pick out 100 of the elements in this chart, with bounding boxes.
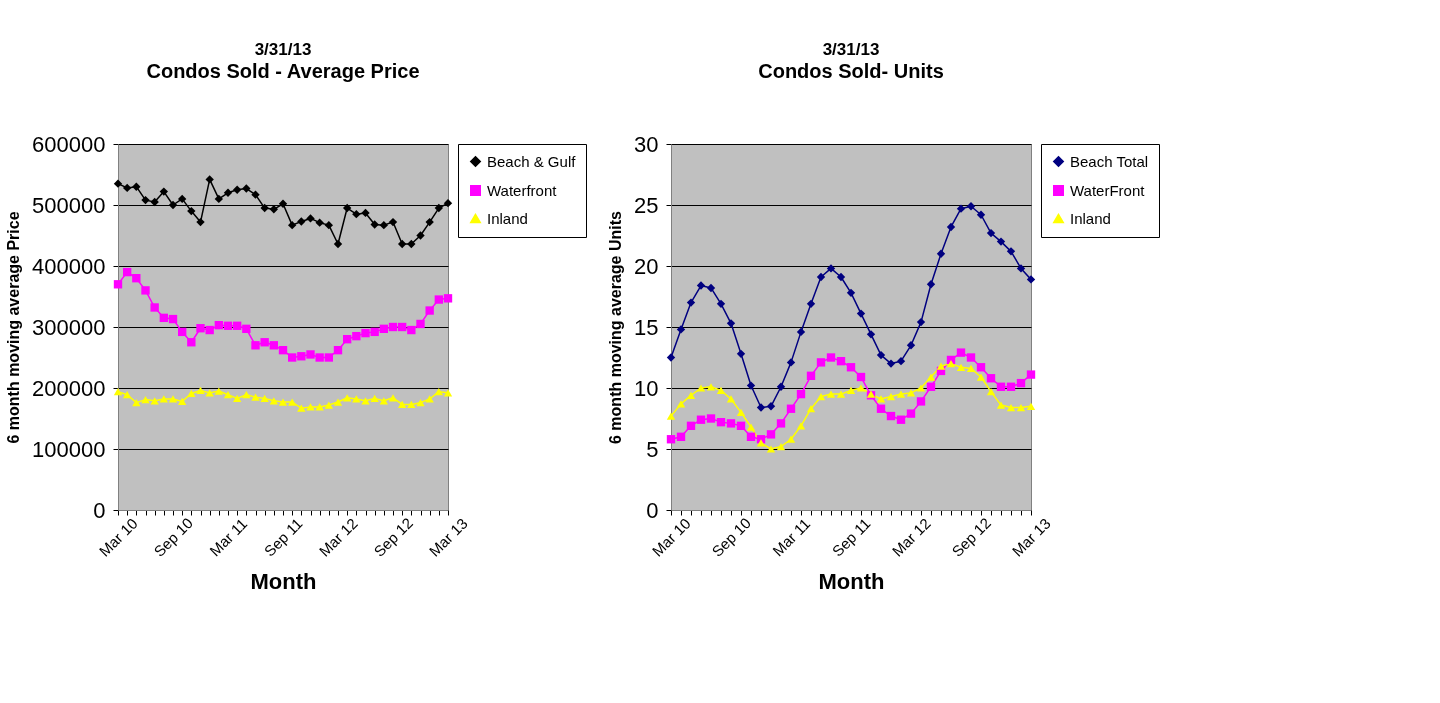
point bbox=[315, 353, 324, 362]
x-tick-label: Sep 10 bbox=[708, 514, 754, 560]
point bbox=[886, 411, 896, 421]
point bbox=[416, 231, 425, 240]
point bbox=[168, 395, 178, 403]
point bbox=[986, 228, 996, 238]
point bbox=[352, 395, 361, 403]
point bbox=[333, 239, 343, 249]
y-tick-label: 5 bbox=[646, 436, 659, 462]
point bbox=[205, 389, 214, 397]
point bbox=[796, 327, 806, 337]
point bbox=[696, 281, 706, 290]
point bbox=[666, 353, 676, 362]
point bbox=[1026, 370, 1036, 379]
legend-label: Inland bbox=[1070, 209, 1111, 227]
y-tick-label: 300000 bbox=[32, 314, 106, 340]
point bbox=[766, 402, 776, 411]
point bbox=[287, 353, 297, 362]
point bbox=[1016, 378, 1026, 388]
x-tick-label: Sep 10 bbox=[150, 514, 196, 560]
point bbox=[696, 384, 706, 392]
point bbox=[1006, 247, 1016, 256]
point bbox=[159, 187, 169, 196]
point bbox=[297, 217, 306, 226]
point bbox=[443, 389, 453, 397]
point bbox=[936, 249, 946, 258]
y-tick-label: 0 bbox=[646, 497, 659, 523]
point bbox=[342, 394, 352, 402]
point bbox=[113, 179, 123, 188]
point bbox=[846, 363, 856, 372]
y-tick-label: 15 bbox=[634, 314, 659, 340]
point bbox=[706, 383, 716, 391]
point bbox=[916, 384, 926, 392]
point bbox=[251, 190, 260, 199]
point bbox=[1026, 402, 1036, 410]
point bbox=[306, 403, 315, 411]
point bbox=[434, 203, 444, 213]
point bbox=[370, 220, 379, 229]
point bbox=[333, 346, 343, 355]
x-axis-title: Month bbox=[818, 568, 885, 594]
point bbox=[836, 356, 846, 366]
point bbox=[686, 391, 696, 399]
point bbox=[361, 397, 370, 405]
legend-label: Inland bbox=[487, 209, 528, 227]
point bbox=[816, 358, 826, 367]
point bbox=[826, 390, 836, 398]
point bbox=[936, 362, 946, 370]
chart-subtitle: Condos Sold- Units bbox=[758, 60, 944, 82]
point bbox=[976, 373, 986, 381]
x-axis-title: Month bbox=[250, 568, 317, 594]
point bbox=[986, 374, 996, 383]
point bbox=[716, 417, 726, 427]
point bbox=[278, 398, 288, 406]
point bbox=[816, 392, 826, 401]
point bbox=[278, 199, 288, 208]
y-axis-title: 6 month moving average Price bbox=[5, 211, 23, 444]
point bbox=[397, 400, 407, 409]
y-tick-label: 0 bbox=[93, 497, 106, 523]
point bbox=[926, 280, 936, 289]
point bbox=[443, 294, 453, 303]
point bbox=[260, 394, 269, 402]
point bbox=[306, 350, 315, 359]
point bbox=[361, 208, 370, 218]
point bbox=[966, 353, 976, 362]
y-tick-label: 400000 bbox=[32, 253, 106, 279]
point bbox=[746, 432, 756, 441]
point bbox=[324, 220, 334, 230]
point bbox=[260, 338, 269, 347]
legend-label: Beach & Gulf bbox=[487, 152, 577, 170]
point bbox=[976, 363, 986, 372]
point bbox=[122, 267, 132, 277]
point bbox=[141, 195, 150, 205]
x-tick-label: Mar 13 bbox=[1008, 514, 1054, 560]
point bbox=[132, 399, 141, 407]
point bbox=[443, 198, 453, 208]
point bbox=[187, 338, 196, 347]
point bbox=[187, 206, 196, 216]
point bbox=[766, 430, 776, 439]
point bbox=[796, 389, 806, 399]
x-tick-label: Mar 12 bbox=[888, 514, 934, 560]
y-tick-label: 200000 bbox=[32, 375, 106, 401]
y-tick-label: 20 bbox=[634, 253, 659, 279]
point bbox=[876, 404, 886, 413]
point bbox=[746, 423, 756, 431]
point bbox=[297, 352, 306, 361]
point bbox=[379, 324, 389, 334]
point bbox=[242, 391, 251, 399]
point bbox=[826, 264, 836, 273]
point bbox=[976, 210, 986, 219]
point bbox=[806, 299, 816, 308]
point bbox=[223, 188, 233, 197]
x-tick-label: Mar 13 bbox=[425, 514, 471, 560]
point bbox=[906, 341, 916, 350]
point bbox=[315, 403, 324, 411]
point bbox=[876, 395, 886, 403]
point bbox=[836, 272, 846, 282]
point bbox=[786, 404, 796, 413]
point bbox=[686, 298, 696, 307]
point bbox=[297, 404, 306, 412]
point bbox=[361, 328, 370, 338]
